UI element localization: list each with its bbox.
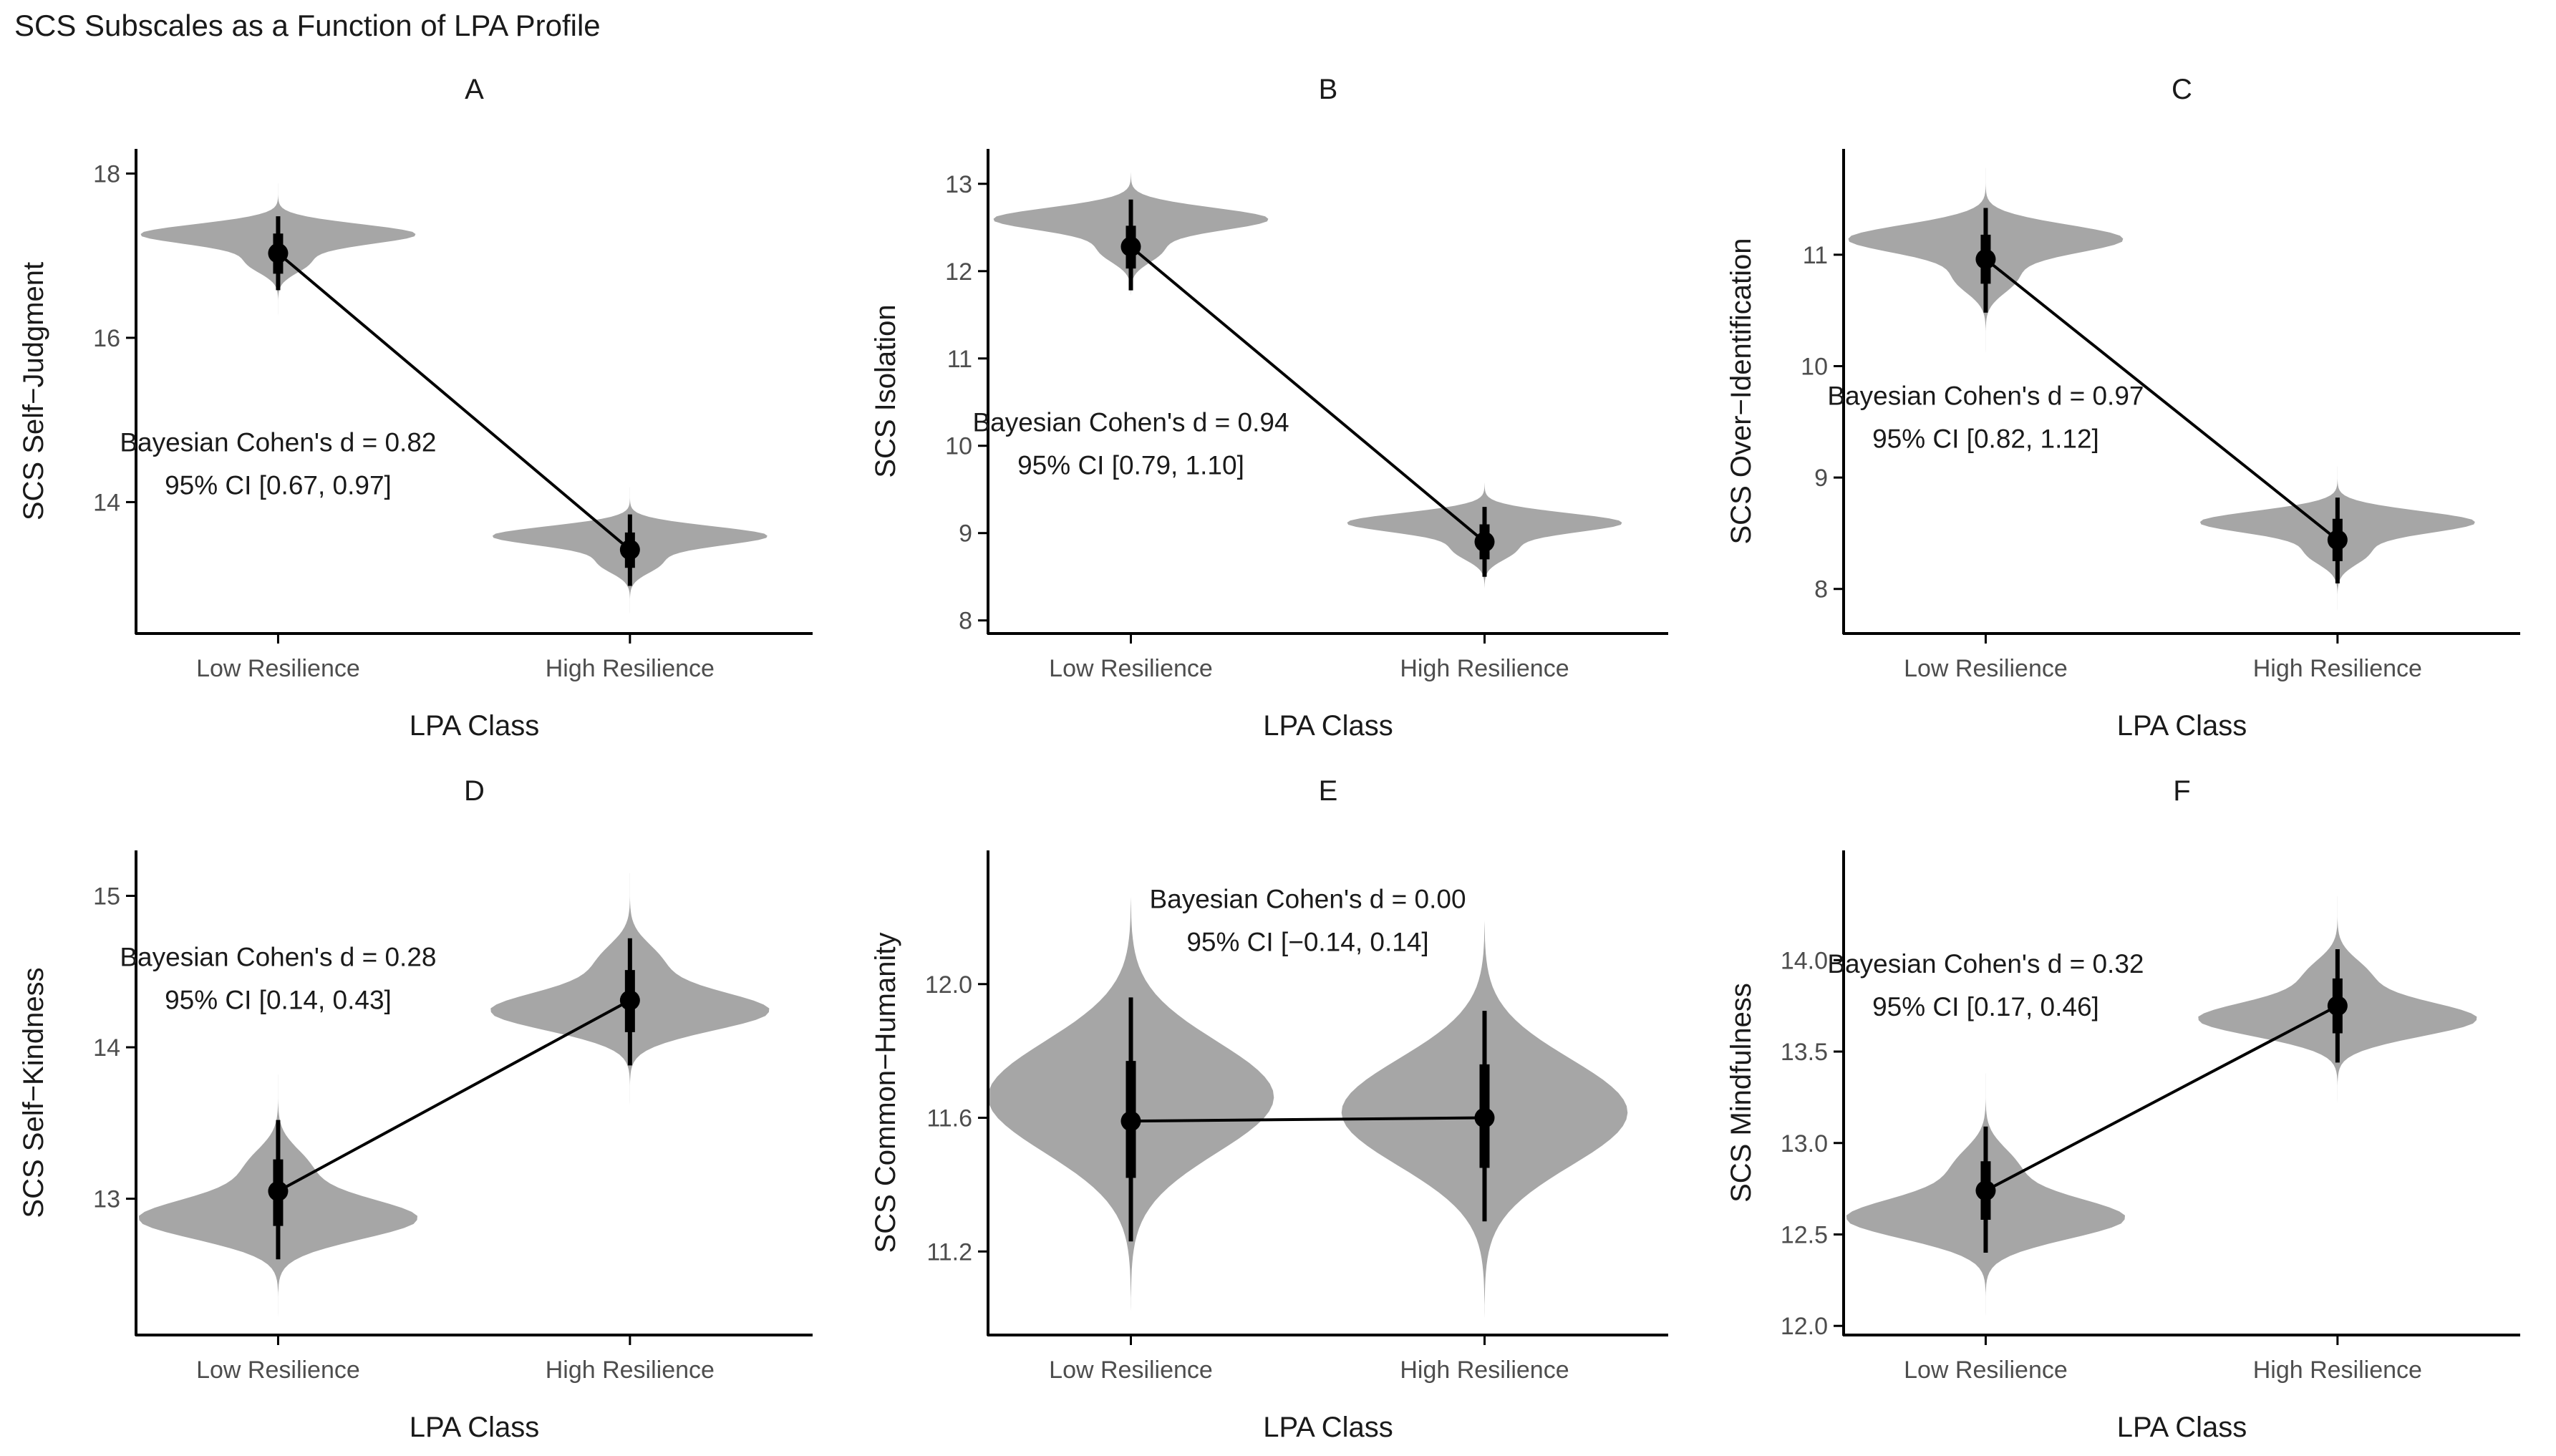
y-axis-title-b: SCS Isolation — [870, 304, 901, 477]
x-axis-title-d: LPA Class — [410, 1412, 540, 1443]
annotation-effect-size-b: Bayesian Cohen's d = 0.94 — [972, 408, 1289, 437]
annotation-ci-f: 95% CI [0.17, 0.46] — [1872, 992, 2099, 1021]
x-tick-label-a-1: High Resilience — [546, 655, 715, 682]
panel-a: A 14 16 18 Low Resilience High Resilience LPA … — [18, 74, 813, 742]
panel-label-d: D — [464, 775, 485, 807]
panel-label-a: A — [465, 74, 484, 105]
x-tick-label-c-1: High Resilience — [2253, 655, 2422, 682]
x-tick-label-c-0: Low Resilience — [1904, 655, 2068, 682]
mean-point-c-high — [2327, 530, 2348, 550]
x-tick-label-b-1: High Resilience — [1400, 655, 1569, 682]
y-tick-label-f-3: 13.5 — [1781, 1039, 1828, 1066]
mean-point-f-low — [1975, 1180, 1996, 1201]
y-tick-label-f-1: 12.5 — [1781, 1221, 1828, 1248]
panel-b: B 8 9 10 11 12 13 Low Resilience High Resilience… — [870, 74, 1668, 742]
figure-title: SCS Subscales as a Function of LPA Profi… — [14, 9, 601, 42]
x-tick-label-b-0: Low Resilience — [1049, 655, 1213, 682]
annotation-effect-size-d: Bayesian Cohen's d = 0.28 — [120, 942, 436, 971]
mean-point-e-high — [1474, 1107, 1495, 1128]
mean-connector-line-a — [277, 252, 631, 551]
annotation-ci-c: 95% CI [0.82, 1.12] — [1872, 424, 2099, 454]
x-tick-label-f-1: High Resilience — [2253, 1356, 2422, 1384]
y-axis-title-f: SCS Mindfulness — [1725, 983, 1757, 1203]
panel-label-b: B — [1319, 74, 1338, 105]
y-tick-label-e-2: 12.0 — [925, 971, 972, 999]
panel-f: F 12.0 12.5 13.0 13.5 14.0 Low Resilience High … — [1725, 775, 2520, 1443]
x-axis-title-e: LPA Class — [1263, 1412, 1393, 1443]
panel-e: E 11.2 11.6 12.0 Low Resilience High Resilien… — [870, 775, 1668, 1443]
mean-connector-line-b — [1130, 246, 1486, 543]
y-tick-label-b-4: 12 — [945, 258, 972, 286]
y-tick-label-c-0: 8 — [1814, 576, 1828, 603]
panel-label-c: C — [2172, 74, 2192, 105]
y-tick-label-b-5: 13 — [945, 171, 972, 198]
mean-connector-line-c — [1985, 258, 2339, 541]
annotation-effect-size-a: Bayesian Cohen's d = 0.82 — [120, 427, 436, 457]
mean-point-d-high — [619, 990, 640, 1011]
y-axis-title-a: SCS Self−Judgment — [18, 262, 49, 520]
y-tick-label-b-3: 11 — [947, 346, 972, 373]
y-tick-label-b-1: 9 — [959, 520, 972, 548]
mean-connector-line-e — [1131, 1116, 1485, 1123]
annotation-ci-b: 95% CI [0.79, 1.10] — [1017, 451, 1244, 480]
x-tick-label-d-0: Low Resilience — [196, 1356, 360, 1384]
y-axis-title-d: SCS Self−Kindness — [18, 967, 49, 1218]
y-tick-label-e-0: 11.2 — [926, 1238, 972, 1266]
x-axis-title-c: LPA Class — [2117, 710, 2247, 742]
y-tick-label-c-2: 10 — [1801, 353, 1828, 380]
y-tick-label-f-2: 13.0 — [1781, 1130, 1828, 1157]
y-tick-label-d-0: 13 — [93, 1186, 120, 1213]
y-tick-label-e-1: 11.6 — [926, 1105, 972, 1132]
mean-connector-line-d — [277, 999, 631, 1193]
y-tick-label-a-2: 18 — [93, 160, 120, 188]
y-tick-label-a-0: 14 — [93, 489, 120, 516]
annotation-ci-e: 95% CI [−0.14, 0.14] — [1186, 928, 1428, 957]
mean-point-d-low — [268, 1181, 289, 1202]
y-axis-title-c: SCS Over−Identification — [1725, 238, 1757, 545]
y-tick-label-d-2: 15 — [93, 883, 120, 910]
x-tick-label-e-1: High Resilience — [1400, 1356, 1569, 1384]
y-tick-label-d-1: 14 — [93, 1034, 120, 1062]
x-tick-label-a-0: Low Resilience — [196, 655, 360, 682]
panel-d: D 13 14 15 Low Resilience High ResilienceLPA … — [18, 775, 813, 1443]
x-tick-label-f-0: Low Resilience — [1904, 1356, 2068, 1384]
y-axis-title-e: SCS Common−Humanity — [870, 933, 901, 1253]
annotation-ci-d: 95% CI [0.14, 0.43] — [165, 985, 392, 1014]
annotation-effect-size-f: Bayesian Cohen's d = 0.32 — [1827, 949, 2144, 979]
annotation-ci-a: 95% CI [0.67, 0.97] — [165, 470, 392, 500]
y-tick-label-f-4: 14.0 — [1781, 947, 1828, 974]
y-tick-label-b-2: 10 — [945, 433, 972, 460]
panel-c: C 8 9 10 11 Low Resilience High Resilience LPA … — [1725, 74, 2520, 742]
mean-point-a-high — [619, 539, 640, 560]
mean-point-b-low — [1120, 236, 1141, 257]
mean-point-b-high — [1474, 531, 1495, 552]
annotation-effect-size-e: Bayesian Cohen's d = 0.00 — [1149, 885, 1466, 914]
x-axis-title-a: LPA Class — [410, 710, 540, 742]
mean-connector-line-f — [1985, 1004, 2338, 1192]
mean-point-c-low — [1975, 249, 1996, 270]
mean-point-f-high — [2327, 996, 2348, 1016]
x-tick-label-e-0: Low Resilience — [1049, 1356, 1213, 1384]
panel-label-e: E — [1319, 775, 1338, 807]
x-tick-label-d-1: High Resilience — [546, 1356, 715, 1384]
y-tick-label-c-1: 9 — [1814, 465, 1828, 492]
y-tick-label-c-3: 11 — [1803, 242, 1828, 269]
y-tick-label-f-0: 12.0 — [1781, 1313, 1828, 1340]
y-tick-label-a-1: 16 — [93, 325, 120, 352]
mean-point-e-low — [1120, 1111, 1141, 1132]
annotation-effect-size-c: Bayesian Cohen's d = 0.97 — [1827, 382, 2144, 411]
x-axis-title-b: LPA Class — [1263, 710, 1393, 742]
mean-point-a-low — [268, 243, 289, 263]
x-axis-title-f: LPA Class — [2117, 1412, 2247, 1443]
y-tick-label-b-0: 8 — [959, 608, 972, 635]
panel-label-f: F — [2173, 775, 2190, 807]
